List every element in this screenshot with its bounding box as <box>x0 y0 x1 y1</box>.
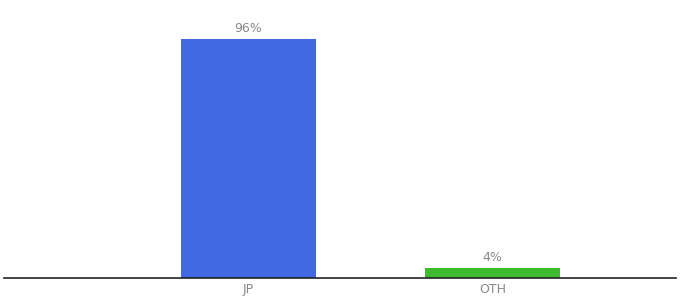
Bar <box>426 268 560 278</box>
Text: 4%: 4% <box>483 251 503 264</box>
Bar <box>182 39 316 278</box>
Text: 96%: 96% <box>235 22 262 35</box>
